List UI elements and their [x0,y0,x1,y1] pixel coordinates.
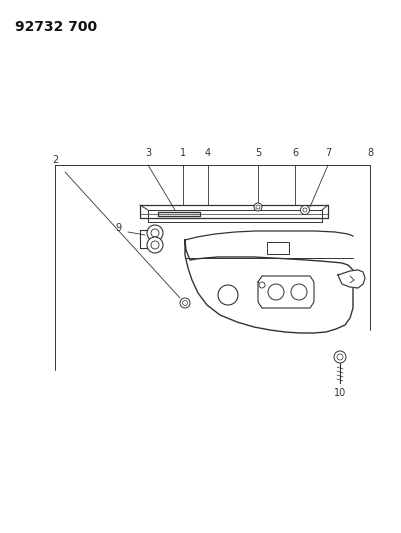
Circle shape [217,285,237,305]
Circle shape [290,284,306,300]
Bar [266,242,288,254]
Text: 1: 1 [180,148,186,158]
Circle shape [255,205,259,209]
Circle shape [336,354,342,360]
Text: 7: 7 [324,148,330,158]
Circle shape [302,208,306,212]
Text: 92732 700: 92732 700 [15,20,97,34]
Circle shape [182,301,187,305]
Circle shape [258,282,264,288]
Text: 4: 4 [205,148,211,158]
Text: 10: 10 [333,388,345,398]
Circle shape [300,206,309,214]
Polygon shape [337,270,364,288]
Circle shape [253,203,261,211]
Text: 6: 6 [291,148,297,158]
Text: 2: 2 [52,155,58,165]
Circle shape [147,237,162,253]
Text: 5: 5 [254,148,261,158]
Circle shape [267,284,283,300]
Circle shape [147,225,162,241]
Circle shape [333,351,345,363]
Text: 8: 8 [366,148,372,158]
Circle shape [151,241,159,249]
Text: 9: 9 [115,223,121,233]
Circle shape [151,229,159,237]
Text: 3: 3 [145,148,151,158]
Circle shape [180,298,190,308]
